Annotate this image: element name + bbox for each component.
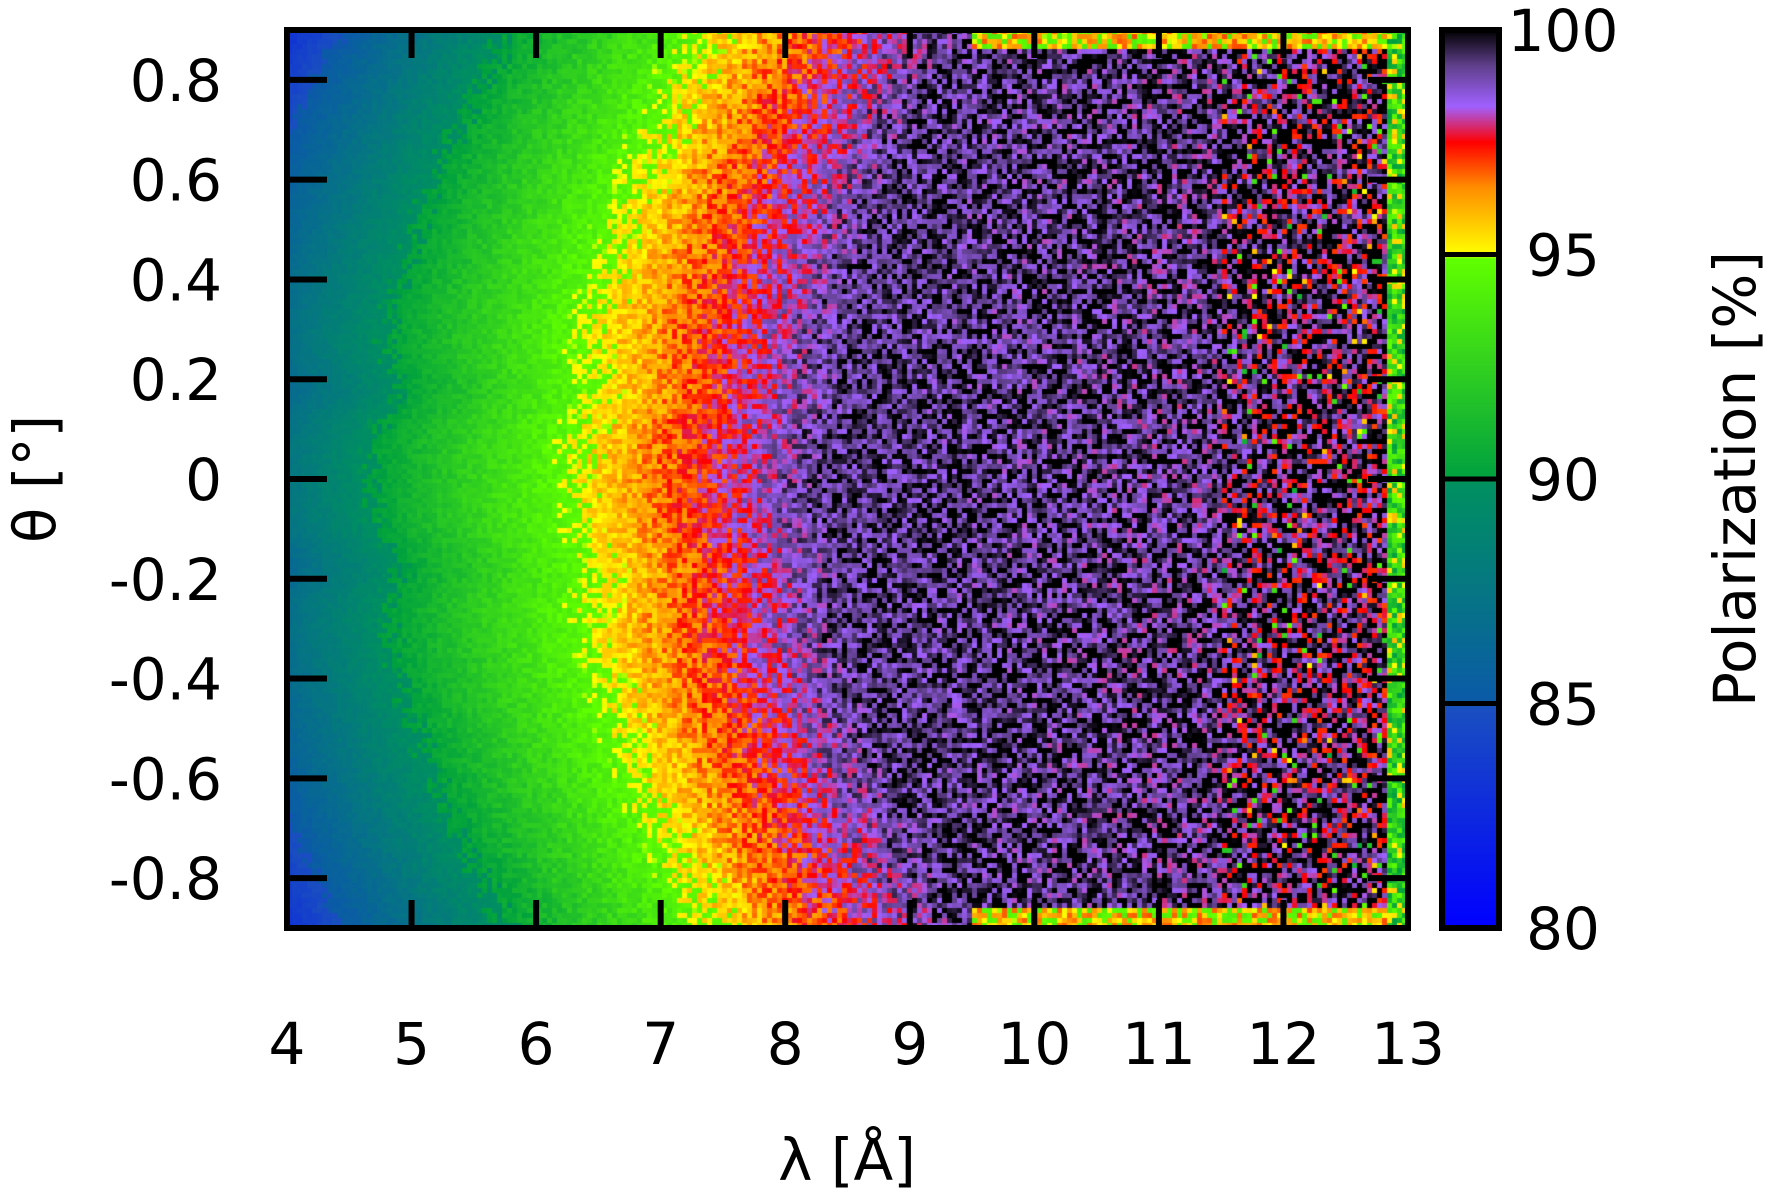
y-tick-label: 0.2 — [130, 346, 222, 414]
y-axis-label: θ [°] — [1, 415, 69, 543]
colorbar-frame — [1439, 27, 1502, 931]
colorbar-label: Polarization [%] — [1701, 251, 1769, 707]
colorbar-ticks: 80 85 90 95 100 — [1442, 0, 1618, 963]
y-tick-label: 0 — [185, 446, 222, 514]
x-tick-label: 5 — [393, 1010, 430, 1078]
x-tick-label: 12 — [1247, 1010, 1321, 1078]
x-tick-label: 11 — [1122, 1010, 1196, 1078]
y-tick-label: 0.8 — [130, 47, 222, 115]
x-tick-label: 7 — [642, 1010, 679, 1078]
y-tick-label: -0.2 — [109, 546, 222, 614]
colorbar-tick-label: 100 — [1508, 0, 1619, 65]
x-tick-label: 6 — [518, 1010, 555, 1078]
colorbar-tick-label: 85 — [1526, 671, 1600, 739]
y-tick-label: -0.6 — [109, 745, 222, 813]
x-tick-label: 4 — [269, 1010, 306, 1078]
colorbar-tick-label: 95 — [1526, 222, 1600, 290]
x-tick-label: 8 — [767, 1010, 804, 1078]
colorbar-tick-label: 80 — [1526, 895, 1600, 963]
heatmap-area — [287, 30, 1408, 928]
x-axis-label: λ [Å] — [778, 1125, 916, 1194]
x-axis-ticks: 4 5 6 7 8 9 10 11 12 13 — [269, 30, 1445, 1078]
x-tick-label: 9 — [891, 1010, 928, 1078]
x-tick-label: 10 — [997, 1010, 1071, 1078]
colorbar-tick-label: 90 — [1526, 446, 1600, 514]
y-tick-label: 0.4 — [130, 246, 222, 314]
y-tick-label: -0.8 — [109, 845, 222, 913]
y-axis-ticks: -0.8 -0.6 -0.4 -0.2 0 0.2 0.4 0.6 0.8 — [109, 47, 1408, 913]
heatmap-canvas — [287, 30, 1408, 928]
x-tick-label: 13 — [1371, 1010, 1445, 1078]
y-tick-label: -0.4 — [109, 646, 222, 714]
y-tick-label: 0.6 — [130, 147, 222, 215]
